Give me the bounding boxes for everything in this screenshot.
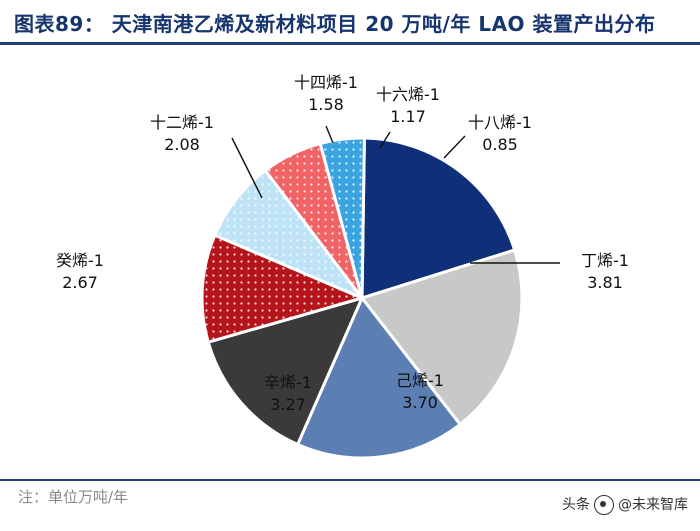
slice-label-name-5: 十二烯-1 xyxy=(150,113,214,132)
slice-label-value-7: 1.17 xyxy=(390,107,426,126)
bottom-rule xyxy=(0,479,700,481)
chart-title: 图表89： 天津南港乙烯及新材料项目 20 万吨/年 LAO 装置产出分布 xyxy=(14,12,656,36)
watermark-prefix: 头条 xyxy=(562,497,590,513)
pie-slice-1 xyxy=(360,136,517,301)
slice-label-value-8: 0.85 xyxy=(482,135,518,154)
pie-chart: 丁烯-1 3.81 己烯-1 3.70 辛烯-1 3.27 癸烯-1 2.67 十二烯-1 2.0… xyxy=(0,48,700,478)
slice-label-name-3: 辛烯-1 xyxy=(264,373,312,392)
slice-label-value-6: 1.58 xyxy=(308,95,344,114)
pie-slice-3 xyxy=(295,295,463,460)
watermark: 头条 @未来智库 xyxy=(562,494,688,515)
pie-slice-4 xyxy=(206,295,365,447)
slice-label-value-4: 2.67 xyxy=(62,273,98,292)
pie-slice-pattern-6 xyxy=(214,170,362,298)
leader-line-5 xyxy=(231,137,263,199)
slice-label-name-8: 十八烯-1 xyxy=(468,113,532,132)
pie-slice-pattern-5 xyxy=(202,235,362,343)
watermark-logo-icon xyxy=(594,495,614,515)
leader-line-8 xyxy=(443,135,466,159)
slice-label-value-3: 3.27 xyxy=(270,395,306,414)
pie-chart-svg: 丁烯-1 3.81 己烯-1 3.70 辛烯-1 3.27 癸烯-1 2.67 十二烯-1 2.0… xyxy=(56,73,629,460)
pie-slice-2 xyxy=(359,248,524,427)
title-rule xyxy=(0,42,700,45)
pie-slices xyxy=(200,136,524,460)
slice-label-name-2: 己烯-1 xyxy=(396,371,444,390)
slice-label-value-2: 3.70 xyxy=(402,393,438,412)
title-bar: 图表89： 天津南港乙烯及新材料项目 20 万吨/年 LAO 装置产出分布 xyxy=(0,0,700,45)
unit-note: 注：单位万吨/年 xyxy=(18,488,129,506)
leader-line-7 xyxy=(379,131,391,149)
pie-slice-pattern-7 xyxy=(265,143,362,298)
slice-labels: 丁烯-1 3.81 己烯-1 3.70 辛烯-1 3.27 癸烯-1 2.67 十二烯-1 2.0… xyxy=(56,73,629,414)
leader-line-6 xyxy=(325,125,334,144)
slice-label-value-1: 3.81 xyxy=(587,273,623,292)
watermark-name: @未来智库 xyxy=(618,497,688,513)
slice-label-name-6: 十四烯-1 xyxy=(294,73,358,92)
slice-label-name-7: 十六烯-1 xyxy=(376,85,440,104)
slice-label-name-1: 丁烯-1 xyxy=(581,251,629,270)
pie-slice-pattern-8 xyxy=(320,138,365,298)
slice-label-value-5: 2.08 xyxy=(164,135,200,154)
slice-label-name-4: 癸烯-1 xyxy=(56,251,104,270)
leader-lines xyxy=(231,125,560,264)
